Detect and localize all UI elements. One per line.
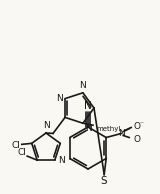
Text: methyl: methyl bbox=[96, 126, 120, 132]
Text: N: N bbox=[44, 121, 50, 130]
Text: N: N bbox=[84, 101, 92, 111]
Text: N: N bbox=[80, 81, 86, 90]
Text: O: O bbox=[133, 122, 140, 131]
Text: N: N bbox=[58, 156, 65, 165]
Text: Cl: Cl bbox=[11, 141, 20, 150]
Text: N: N bbox=[56, 94, 63, 103]
Text: S: S bbox=[101, 176, 108, 185]
Text: O: O bbox=[133, 135, 140, 144]
Text: ⁻: ⁻ bbox=[139, 119, 143, 128]
Text: N: N bbox=[118, 129, 125, 138]
Text: Cl: Cl bbox=[18, 148, 27, 157]
Text: N: N bbox=[85, 124, 92, 133]
